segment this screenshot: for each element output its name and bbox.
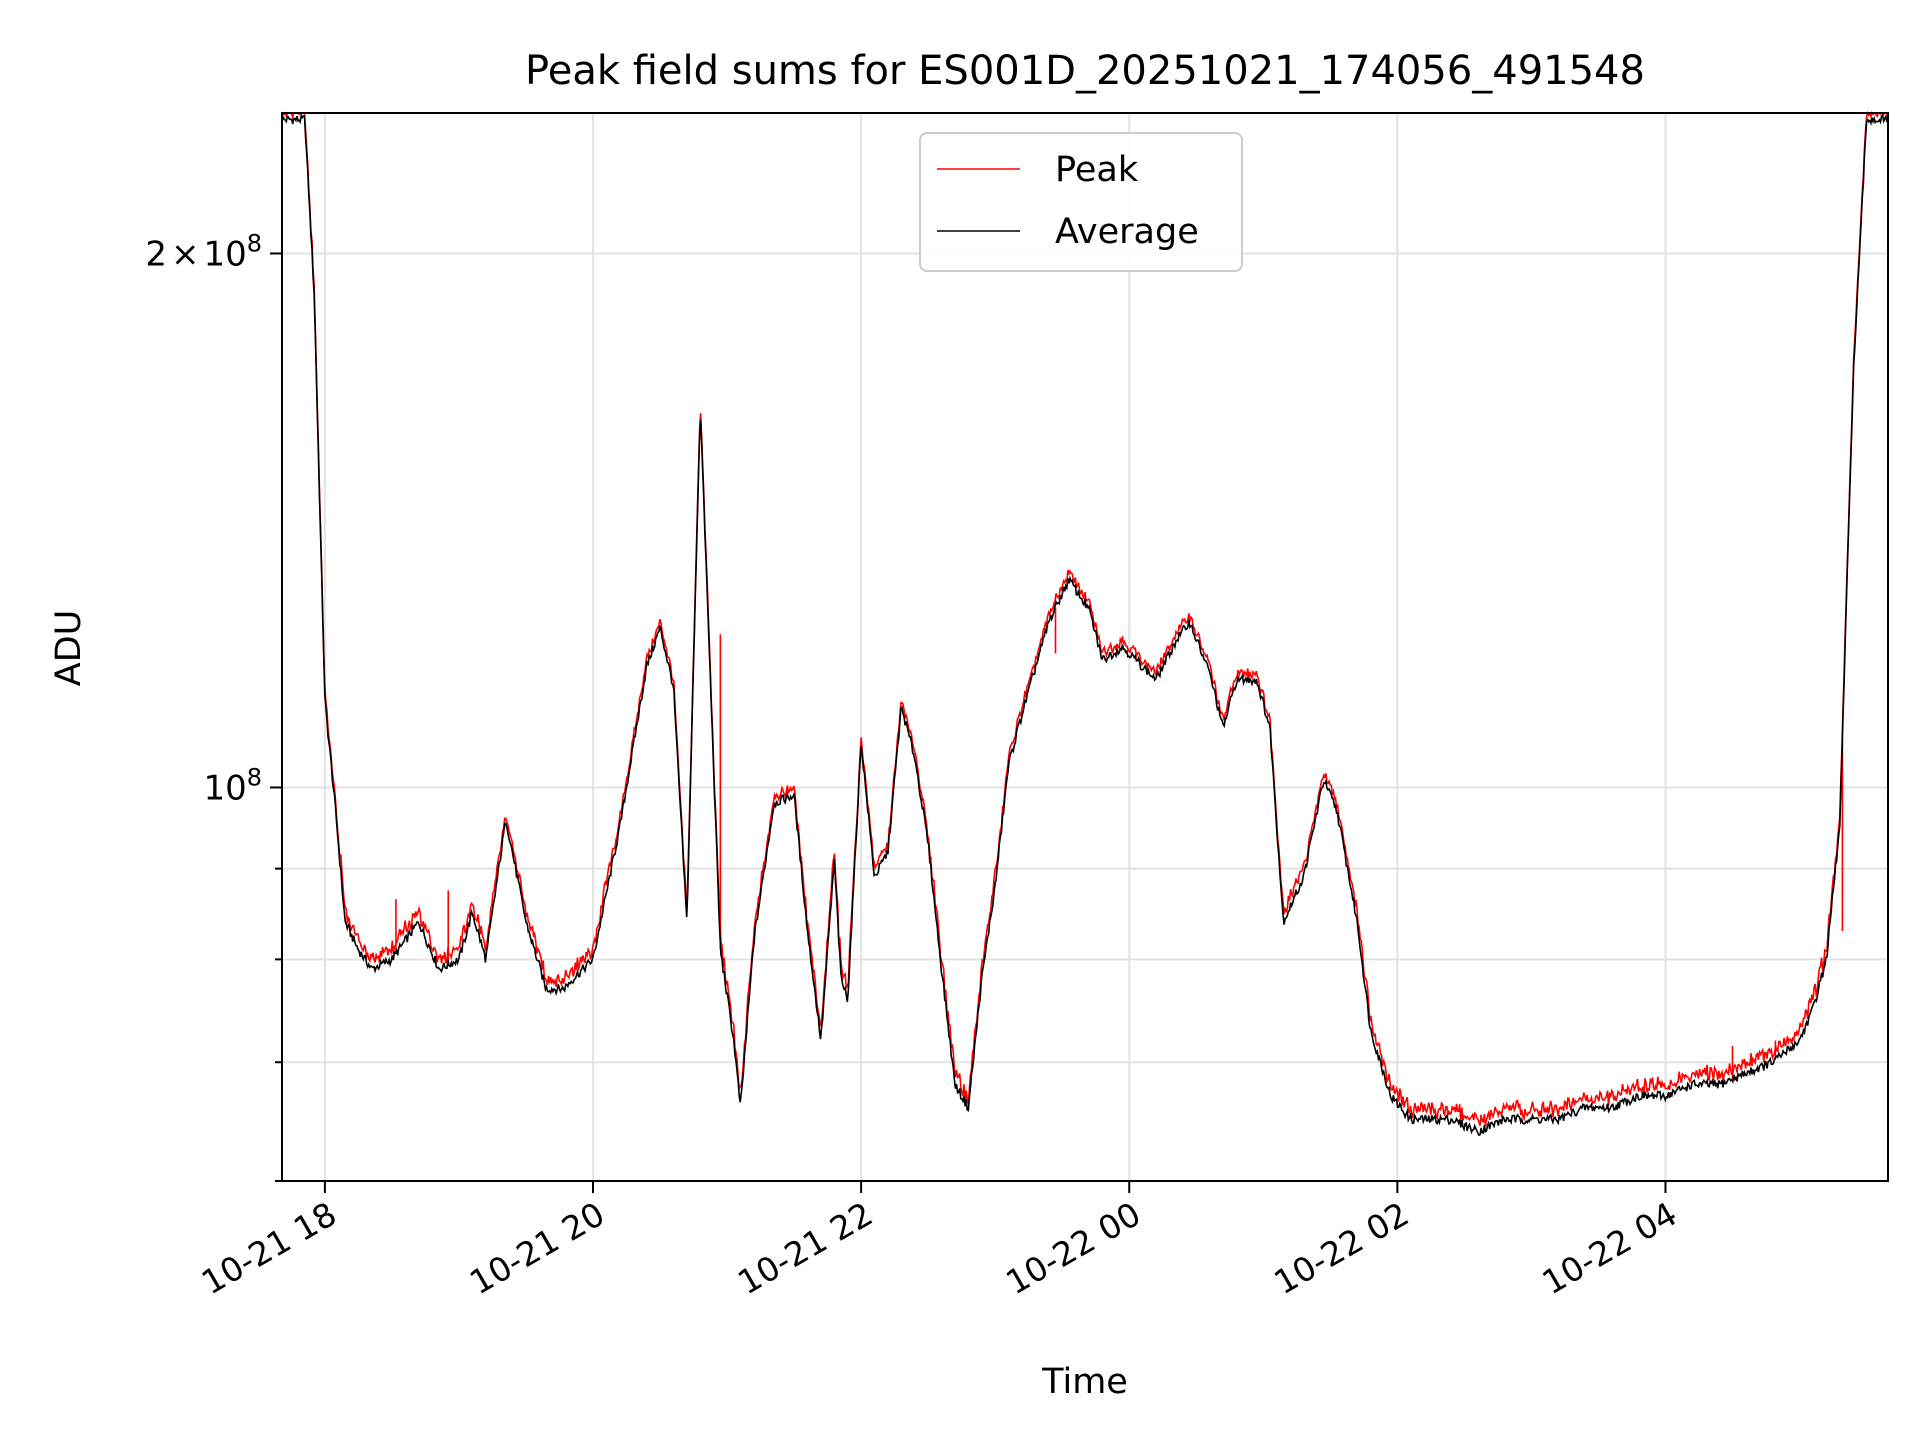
series-line-peak: [281, 110, 1889, 1127]
legend: Peak Average: [919, 132, 1243, 272]
y-axis-label: ADU: [49, 610, 89, 687]
chart-title: Peak field sums for ES001D_20251021_1740…: [525, 48, 1645, 94]
x-axis-label: Time: [1041, 1362, 1128, 1402]
legend-label-peak: Peak: [1055, 150, 1139, 190]
plot-series: [281, 110, 1889, 1137]
series-line-average: [281, 112, 1889, 1137]
y-tick-label: 2 × 108: [145, 229, 262, 274]
plot-frame: [281, 112, 1889, 1182]
legend-box: [919, 132, 1243, 272]
legend-label-average: Average: [1055, 212, 1199, 252]
y-axis-ticks: 108 2 × 108: [145, 229, 282, 1182]
grid: [282, 113, 1888, 1182]
y-tick-label: 108: [203, 763, 262, 808]
